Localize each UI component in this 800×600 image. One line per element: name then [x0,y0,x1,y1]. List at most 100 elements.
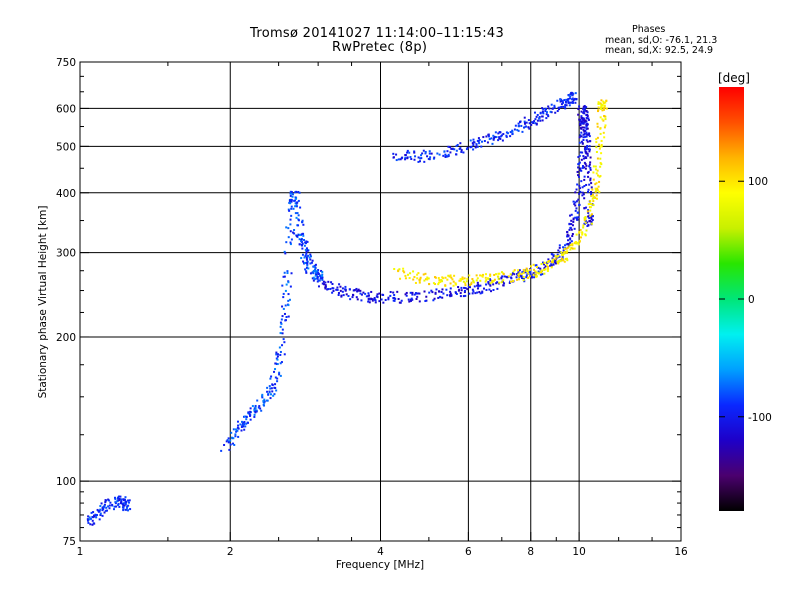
echo-point [591,197,594,200]
echo-point [472,279,475,282]
echo-point [253,415,256,418]
echo-point [413,150,416,153]
echo-point [569,101,572,104]
echo-point [463,277,466,280]
echo-point [367,294,370,297]
echo-point [476,145,479,148]
echo-point [520,273,523,276]
echo-point [320,269,323,272]
echo-point [352,289,355,292]
echo-point [578,240,581,243]
echo-point [579,190,582,193]
echo-point [281,344,284,347]
echo-point [344,285,347,288]
echo-point [292,207,295,210]
echo-point [576,211,579,214]
echo-point [460,150,463,153]
echo-point [324,286,327,289]
echo-point [500,271,503,274]
echo-point [597,185,600,188]
echo-point [296,212,299,215]
echo-point [452,284,455,287]
echo-point [581,165,584,168]
echo-point [569,248,572,251]
echo-point [586,225,589,228]
echo-point [554,257,557,260]
echo-point [289,243,292,246]
echo-point [254,410,257,413]
echo-point [410,158,413,161]
echo-point [481,291,484,294]
echo-point [258,405,261,408]
echo-point [406,151,409,154]
echo-point [313,265,316,268]
echo-point [126,506,129,509]
echo-point [590,217,593,220]
echo-point [488,138,491,141]
echo-point [253,409,256,412]
echo-point [551,261,554,264]
echo-point [220,449,223,452]
x-tick-label: 2 [227,546,234,558]
echo-point [583,109,586,112]
echo-point [597,101,600,104]
echo-point [282,307,285,310]
echo-point [124,503,127,506]
echo-point [577,216,580,219]
echo-point [355,296,358,299]
echo-point [351,296,354,299]
echo-point [592,200,595,203]
echo-point [405,294,408,297]
echo-point [248,414,251,417]
echo-point [374,299,377,302]
echo-point [545,263,548,266]
echo-point [322,283,325,286]
echo-point [395,153,398,156]
echo-point [316,275,319,278]
echo-point [93,522,96,525]
echo-point [445,288,448,291]
echo-point [488,278,491,281]
echo-point [563,247,566,250]
echo-point [566,250,569,253]
echo-point [414,292,417,295]
echo-point [271,383,274,386]
echo-point [314,267,317,270]
echo-point [269,387,272,390]
echo-point [534,118,537,121]
echo-point [522,277,525,280]
echo-point [589,199,592,202]
echo-point [283,341,286,344]
echo-point [306,249,309,252]
echo-point [581,166,584,169]
echo-point [599,102,602,105]
echo-point [479,274,482,277]
echo-point [465,148,468,151]
echo-point [554,255,557,258]
echo-point [447,145,450,148]
echo-points [86,91,608,526]
echo-point [563,260,566,263]
echo-point [384,298,387,301]
echo-point [520,124,523,127]
echo-point [275,351,278,354]
echo-point [556,110,559,113]
echo-point [313,278,316,281]
echo-point [487,282,490,285]
echo-point [305,258,308,261]
echo-point [402,267,405,270]
echo-point [569,243,572,246]
echo-point [287,236,290,239]
echo-point [409,299,412,302]
echo-point [564,247,567,250]
echo-point [270,393,273,396]
echo-point [601,109,604,112]
echo-point [596,136,599,139]
echo-point [464,282,467,285]
echo-point [505,135,508,138]
echo-point [303,239,306,242]
echo-point [599,157,602,160]
echo-point [529,271,532,274]
echo-point [341,287,344,290]
echo-point [127,499,130,502]
